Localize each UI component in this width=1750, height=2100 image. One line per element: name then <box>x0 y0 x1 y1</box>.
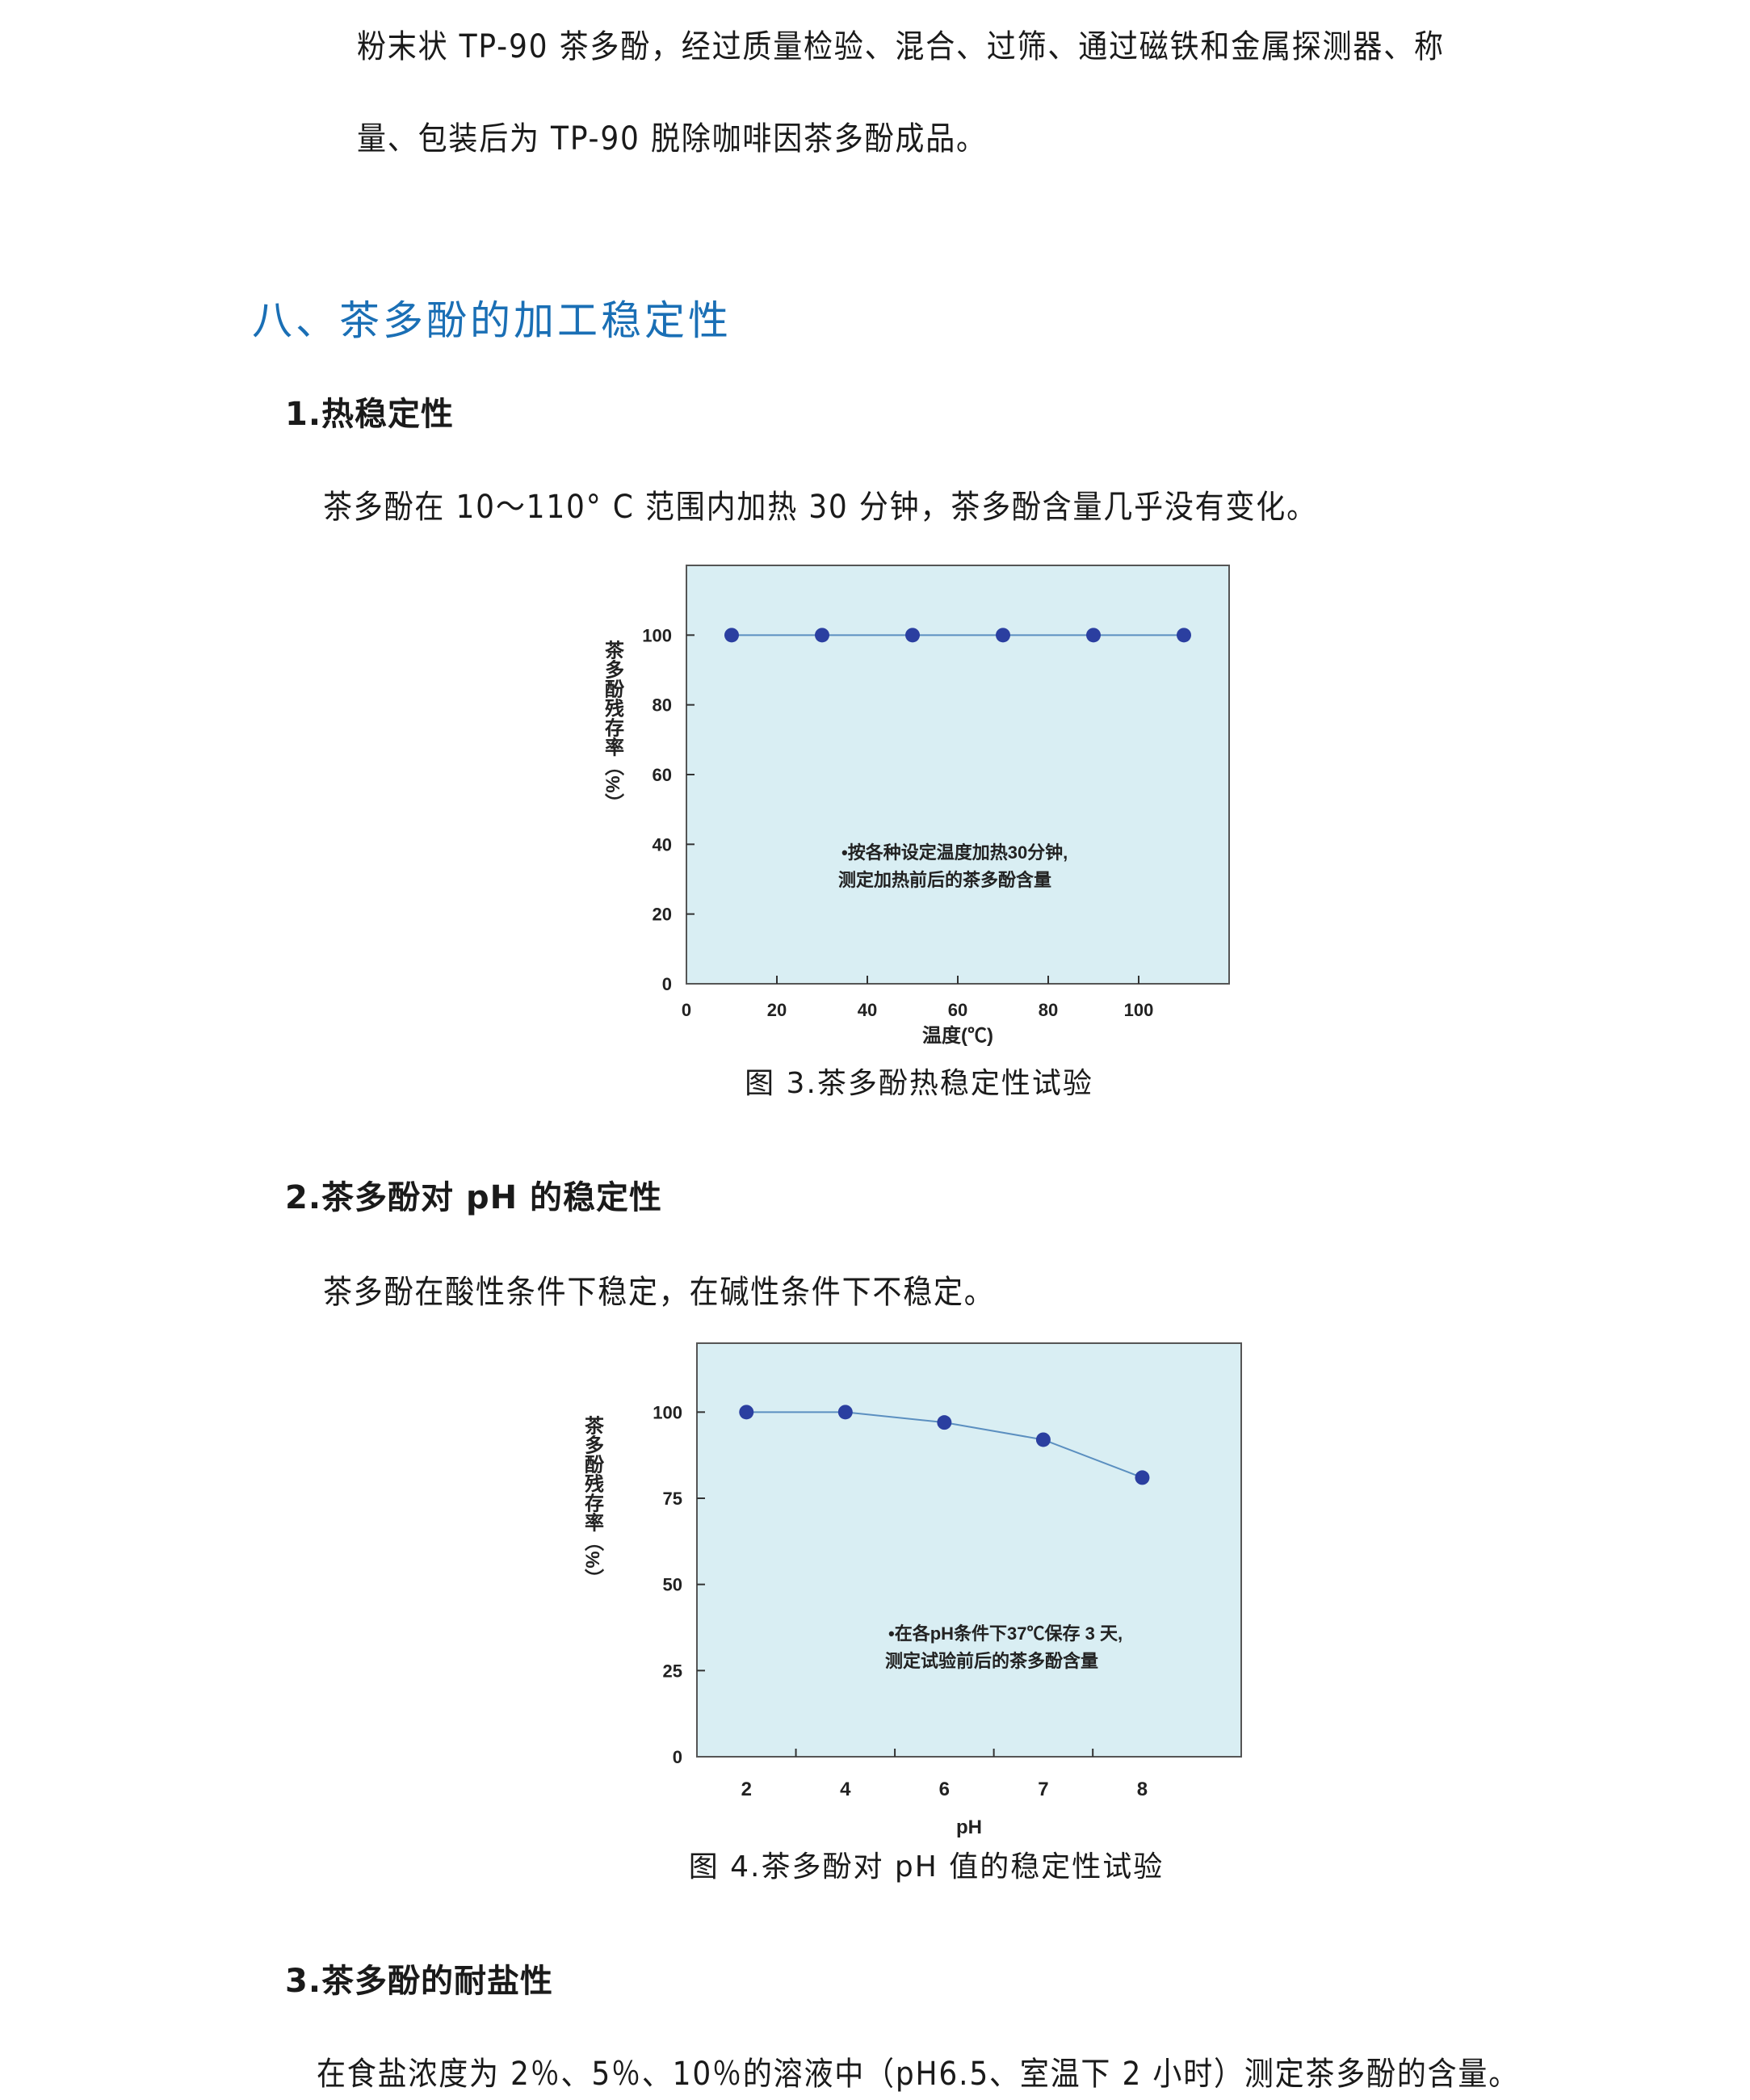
chart-1-y-axis-label: 茶多酚残存率（%） <box>602 640 624 812</box>
chart-2-annotation: 测定试验前后的茶多酚含量 <box>885 1651 1098 1671</box>
chart-2-y-tick-label: 0 <box>673 1747 682 1767</box>
subsection-2-text: 茶多酚在酸性条件下稳定，在碱性条件下不稳定。 <box>323 1274 995 1311</box>
chart-1-x-tick-label: 0 <box>682 1000 691 1020</box>
chart-2-x-tick-label: 8 <box>1137 1779 1148 1800</box>
chart-1-x-tick-label: 100 <box>1124 1000 1154 1020</box>
chart-2-x-tick-label: 6 <box>939 1779 950 1800</box>
section-heading: 八、茶多酚的加工稳定性 <box>252 297 732 344</box>
subsection-3-text: 在食盐浓度为 2％、5％、10％的溶液中（pH6.5、室温下 2 小时）测定茶多… <box>317 2056 1520 2093</box>
chart-2-x-tick-label: 4 <box>840 1779 851 1800</box>
chart-1-x-axis-label: 温度(℃) <box>922 1024 993 1047</box>
chart-2-y-tick-label: 50 <box>663 1575 682 1595</box>
figure-3-caption: 图 3.茶多酚热稳定性试验 <box>745 1067 1093 1100</box>
chart-1-y-tick-label: 60 <box>653 765 672 785</box>
chart-2-data-point <box>739 1405 754 1420</box>
intro-line-2: 量、包装后为 TP-90 脱除咖啡因茶多酚成品。 <box>357 120 987 158</box>
chart-2-data-point <box>1035 1432 1051 1447</box>
chart-2-y-axis-label: 茶多酚残存率（%） <box>581 1415 604 1587</box>
chart-2-y-tick-label: 25 <box>663 1661 682 1681</box>
chart-1-data-point <box>724 628 739 643</box>
chart-2-y-tick-label: 75 <box>663 1489 682 1509</box>
chart-1-data-point <box>815 628 829 643</box>
subsection-2-title: 2.茶多酚对 pH 的稳定性 <box>285 1179 662 1216</box>
chart-1-data-point <box>905 628 920 643</box>
chart-1-data-point <box>1177 628 1191 643</box>
chart-1-annotation: •按各种设定温度加热30分钟, <box>841 842 1068 863</box>
chart-1-y-tick-label: 0 <box>662 974 672 994</box>
figure-4-caption: 图 4.茶多酚对 pH 值的稳定性试验 <box>688 1850 1165 1884</box>
chart-2-annotation: •在各pH条件下37℃保存 3 天, <box>888 1623 1123 1644</box>
chart-2-y-tick-label: 100 <box>653 1402 682 1422</box>
chart-1-data-point <box>1086 628 1101 643</box>
chart-2-data-point <box>1135 1470 1150 1485</box>
chart-2-x-axis-label: pH <box>956 1816 982 1838</box>
chart-2-x-tick-label: 7 <box>1038 1779 1048 1800</box>
subsection-1-text: 茶多酚在 10～110° C 范围内加热 30 分钟，茶多酚含量几乎没有变化。 <box>323 489 1317 526</box>
chart-2-data-point <box>837 1405 853 1420</box>
chart-2-plot-area <box>696 1342 1242 1758</box>
chart-1-x-tick-label: 40 <box>858 1000 877 1020</box>
chart-2-x-tick-label: 2 <box>741 1779 752 1800</box>
chart-1-y-tick-label: 80 <box>653 695 672 716</box>
chart-1-x-tick-label: 20 <box>767 1000 787 1020</box>
chart-1-x-tick-label: 60 <box>948 1000 967 1020</box>
subsection-1-title: 1.热稳定性 <box>285 396 455 433</box>
chart-1-y-tick-label: 100 <box>642 625 672 645</box>
chart-1-y-tick-label: 40 <box>653 834 672 855</box>
chart-1-x-tick-label: 80 <box>1039 1000 1058 1020</box>
chart-1-y-tick-label: 20 <box>653 905 672 925</box>
intro-line-1: 粉末状 TP-90 茶多酚，经过质量检验、混合、过筛、通过磁铁和金属探测器、称 <box>357 28 1445 65</box>
chart-1-data-point <box>996 628 1010 643</box>
chart-1-plot-area <box>686 565 1230 985</box>
chart-2-data-point <box>937 1415 952 1430</box>
subsection-3-title: 3.茶多酚的耐盐性 <box>285 1963 554 2000</box>
chart-1-annotation: 测定加热前后的茶多酚含量 <box>838 870 1051 890</box>
